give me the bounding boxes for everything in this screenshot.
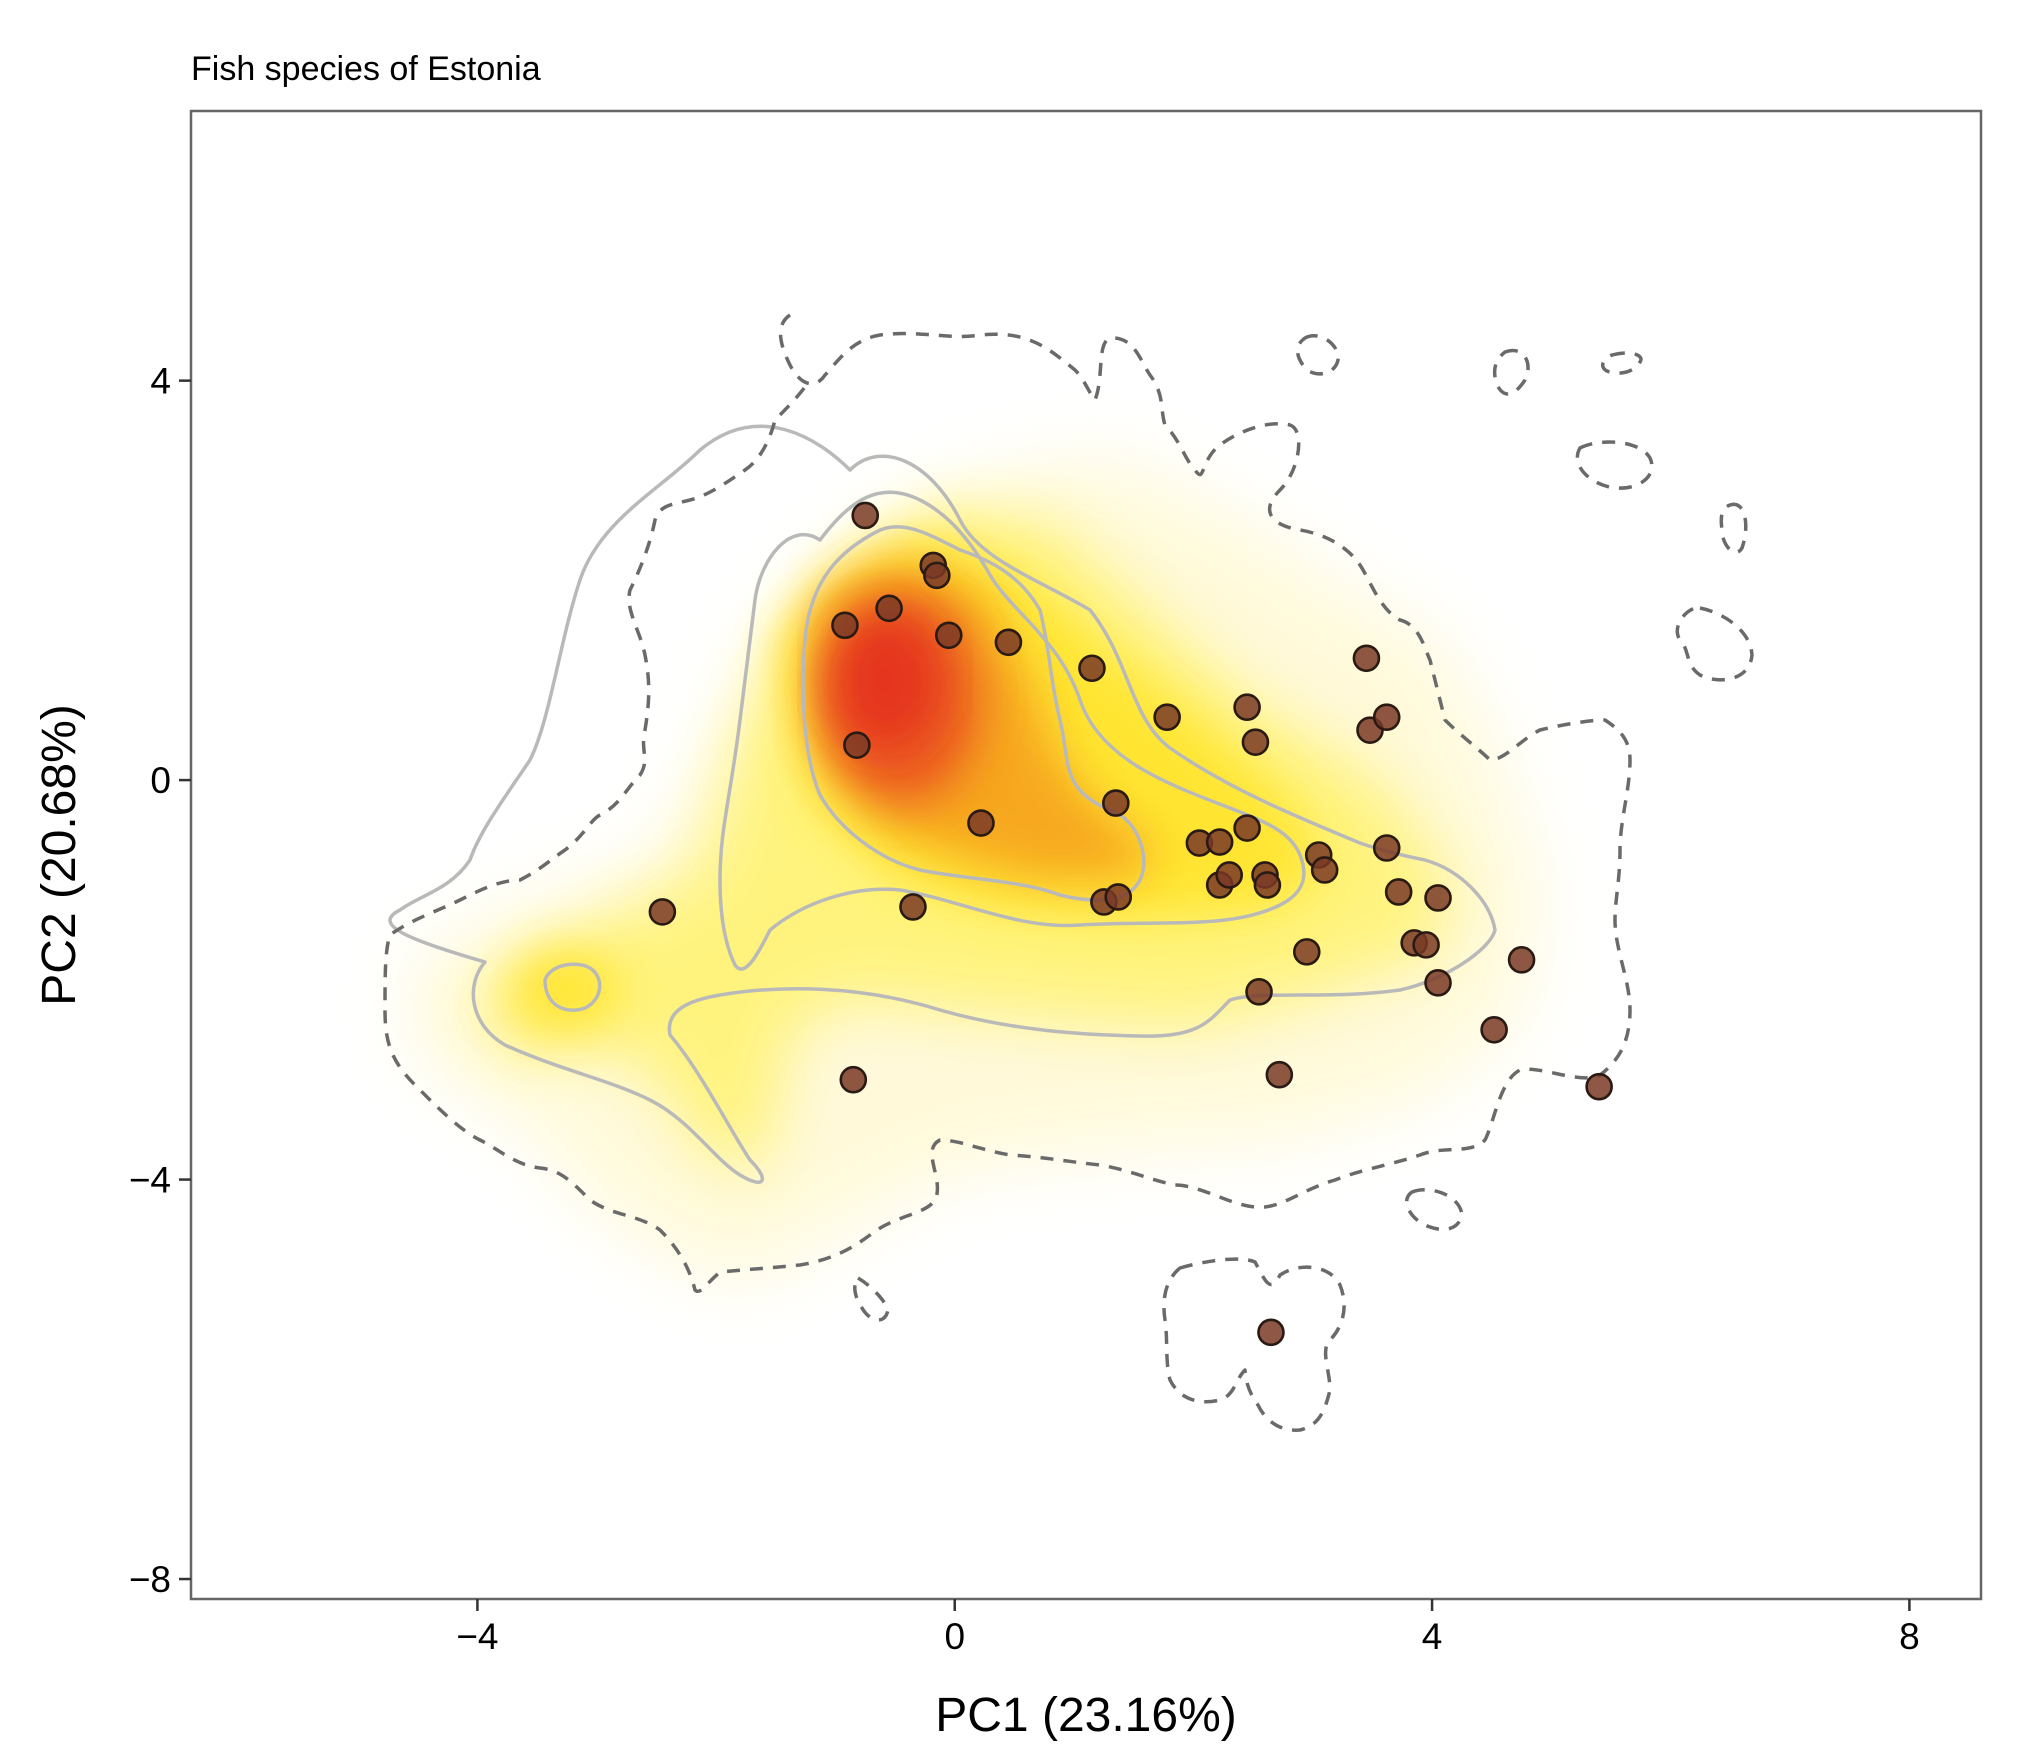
data-point-31 (1412, 931, 1440, 959)
data-point-43 (839, 1065, 868, 1094)
data-point-42 (648, 898, 677, 926)
data-point-1 (851, 501, 880, 530)
x-tick-label: −4 (456, 1616, 498, 1657)
data-point-12 (1241, 728, 1270, 756)
chart-title: Fish species of Estonia (191, 50, 541, 88)
y-tick-label: 0 (150, 760, 171, 801)
data-point-3 (923, 561, 951, 590)
contour-island-8 (853, 1276, 890, 1322)
data-point-28 (1384, 878, 1413, 906)
contour-island-9 (1162, 1257, 1346, 1432)
data-point-35 (1424, 969, 1452, 997)
data-point-9 (843, 731, 871, 759)
x-axis-title: PC1 (23.16%) (935, 1689, 1236, 1742)
data-point-7 (994, 628, 1023, 657)
data-point-18 (1233, 814, 1261, 842)
x-tick-label: 4 (1422, 1616, 1443, 1657)
data-point-11 (1233, 693, 1261, 721)
contour-level-4 (543, 962, 602, 1012)
data-point-6 (934, 621, 963, 650)
data-point-4 (875, 594, 903, 623)
data-point-24 (1253, 871, 1282, 899)
contour-island-7 (1405, 1188, 1464, 1232)
contour-island-3 (1601, 351, 1643, 375)
data-point-16 (1102, 789, 1130, 817)
data-point-13 (1352, 644, 1381, 673)
contour-island-2 (1492, 348, 1530, 396)
data-point-37 (1585, 1072, 1613, 1101)
contour-island-6 (1675, 606, 1754, 682)
data-point-33 (1507, 946, 1536, 974)
data-point-26 (1310, 856, 1339, 884)
y-tick-label: 4 (150, 361, 171, 402)
y-tick-label: −8 (129, 1559, 171, 1600)
y-tick-label: −4 (129, 1160, 171, 1201)
data-point-38 (1265, 1060, 1294, 1089)
contour-level-3 (801, 525, 1146, 902)
data-point-5 (831, 611, 859, 640)
contour-island-4 (1575, 440, 1654, 490)
data-point-10 (1153, 703, 1181, 731)
data-point-8 (1078, 654, 1106, 683)
data-point-15 (1372, 703, 1401, 731)
data-point-44 (1257, 1318, 1285, 1347)
plot-frame (189, 109, 1983, 1601)
data-point-39 (899, 893, 927, 921)
data-point-34 (1245, 978, 1273, 1006)
contour-level-2 (718, 490, 1306, 971)
contour-level-1 (388, 424, 1497, 1184)
data-point-29 (1424, 884, 1452, 912)
x-tick-label: 0 (944, 1616, 965, 1657)
data-point-20 (1205, 828, 1234, 856)
data-point-36 (1480, 1015, 1508, 1044)
data-point-41 (1104, 883, 1133, 911)
data-point-27 (1372, 834, 1401, 862)
data-points (648, 501, 1613, 1347)
y-axis: 4 0 −4 −8 (129, 361, 191, 1600)
density-contours (383, 313, 1754, 1432)
data-point-32 (1292, 938, 1321, 966)
x-tick-label: 8 (1899, 1616, 1920, 1657)
data-point-17 (967, 809, 995, 837)
x-axis: −4 0 4 8 (456, 1599, 1920, 1657)
data-point-22 (1215, 861, 1243, 889)
y-axis-title: PC2 (20.68%) (33, 704, 86, 1005)
contour-island-1 (1295, 334, 1340, 376)
